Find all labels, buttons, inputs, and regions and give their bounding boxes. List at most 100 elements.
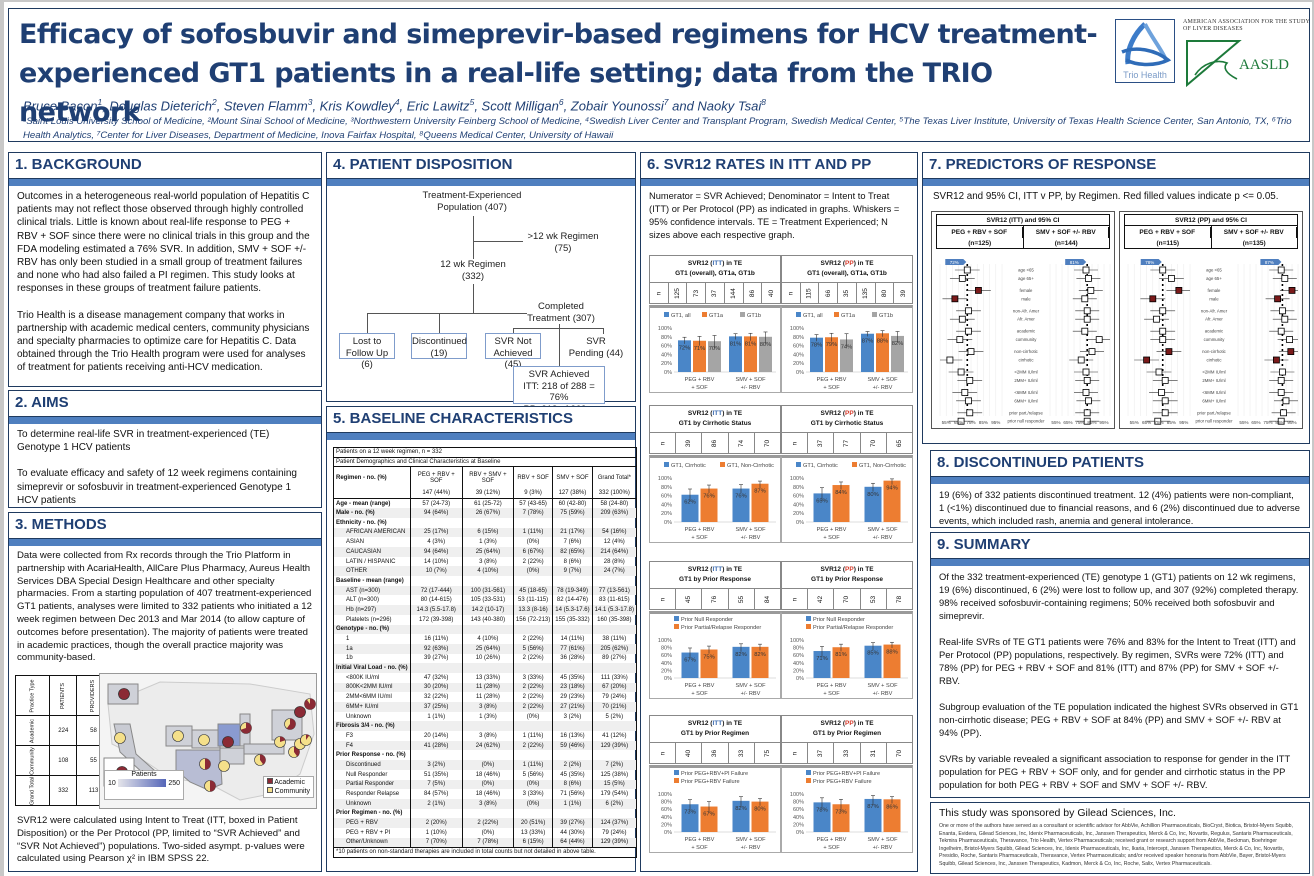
forest-chart: 72%55% 65% 75% 85% 95%81%55% 65% 75% 85% 95%age …	[939, 259, 1111, 425]
map-practice-pie	[118, 688, 130, 700]
predictor-label: 6MM+ IU/ml	[1202, 398, 1225, 403]
predictor-label: academic	[1017, 329, 1036, 334]
data-label: 82%	[892, 341, 904, 347]
cell-value: 57 (43-65)	[512, 498, 554, 509]
predictor-label: female	[1020, 288, 1034, 293]
category-label: PEG + RBV	[685, 377, 715, 383]
chart-plot-area: Prior Null Responder Prior Partial/Relaps…	[781, 611, 913, 699]
legend-swatch	[796, 312, 801, 317]
cell-value	[461, 576, 514, 586]
row-label: LATIN / HISPANIC	[333, 556, 411, 567]
n-value-text: 77	[843, 439, 851, 447]
cell-value: 3 (2%)	[409, 760, 463, 770]
table-footnote: *10 patients on non-standard therapies a…	[333, 846, 637, 858]
row-label: Ethnicity - no. (%)	[333, 517, 411, 528]
y-tick-label: 20%	[661, 511, 672, 517]
legend-academic: Academic	[274, 779, 305, 786]
n-value-text: 75	[763, 749, 771, 757]
discontinued-heading: 8. DISCONTINUED PATIENTS	[931, 451, 1309, 477]
cell-value	[512, 624, 554, 635]
cell-value: 82 (65%)	[552, 547, 593, 557]
y-tick-label: 40%	[661, 815, 672, 821]
cell-value: 2 (22%)	[512, 692, 554, 702]
n-value-text: 115	[806, 287, 814, 299]
row-label: AFRICAN AMERICAN	[333, 527, 411, 538]
legend-label: Prior Null Responder	[681, 617, 733, 623]
n-value: 39	[676, 433, 703, 453]
cell-text: Community	[29, 746, 36, 775]
table-caption-row-1: Patients on a 12 week regimen, n = 332	[333, 447, 637, 458]
academic-swatch	[266, 778, 273, 784]
bar	[729, 336, 742, 372]
legend-label: GT1, Cirrhotic	[803, 463, 838, 469]
point-estimate	[1159, 336, 1167, 343]
cell-value: 94 (64%)	[409, 547, 463, 557]
n-value-text: 78	[895, 595, 903, 603]
pie-academic	[260, 754, 266, 765]
cell-value: 1 (3%)	[461, 537, 514, 547]
row-label: Prior Response - no. (%)	[333, 750, 411, 761]
cell-value: 2 (22%)	[512, 556, 554, 567]
cell-value: 9 (7%)	[552, 566, 593, 577]
cell-value: 30 (20%)	[409, 682, 463, 693]
row-label: Null Responder	[333, 769, 411, 780]
overall-label: 72%	[950, 260, 959, 265]
cell-value	[512, 576, 554, 586]
x-tick-label: 85%	[979, 420, 988, 425]
cell-value: 155 (35-332)	[552, 614, 593, 625]
overall-label: 87%	[1265, 260, 1274, 265]
map-practice-pie	[274, 736, 286, 748]
n-size-row: n 42 70 53 78	[781, 588, 913, 610]
row-label: ASIAN	[333, 537, 411, 547]
bar	[700, 488, 718, 522]
y-tick-label: 40%	[793, 815, 804, 821]
header-text: Practice Type	[29, 678, 36, 713]
n-value: 86	[744, 283, 763, 303]
bar	[810, 337, 823, 372]
cell-value: (0%)	[512, 779, 554, 790]
legend-label: GT1, Cirrhotic	[671, 463, 706, 469]
practice-type: Community	[14, 745, 51, 776]
n-size-row: n 115 66 35 135 80 39	[781, 282, 913, 304]
heading-bar	[9, 539, 321, 546]
n-label-text: n	[659, 441, 667, 445]
practice-value: 108	[49, 745, 78, 776]
category-label: PEG + RBV	[817, 377, 847, 383]
category-label: +/- RBV	[741, 385, 761, 391]
n-value: 144	[725, 283, 744, 303]
cell-value: 10 (26%)	[461, 653, 514, 664]
author-name: Kris Kowdley	[319, 98, 395, 114]
point-estimate	[1077, 356, 1085, 364]
column-header: SMV + SOF	[552, 466, 593, 489]
author-name: Scott Milligan	[481, 98, 559, 114]
cell-value: 8 (6%)	[552, 556, 593, 567]
y-tick-label: 40%	[661, 502, 672, 508]
population-tag: ITT	[712, 260, 723, 267]
table-row: <800K IU/ml 47 (32%) 13 (33%) 3 (33%) 45 (35…	[333, 672, 638, 683]
cell-value: 214 (64%)	[591, 547, 638, 557]
y-tick-label: 80%	[793, 646, 804, 652]
row-label: Initial Viral Load - no. (%)	[333, 663, 411, 673]
map-practice-pie	[222, 736, 234, 748]
pie-academic	[306, 734, 310, 740]
chart-subtitle: GT1 by Prior Regimen	[812, 730, 882, 737]
predictor-label: prior null responder	[1007, 419, 1045, 424]
row-label: Platelets (n=296)	[333, 614, 411, 625]
n-value-text: 33	[737, 749, 745, 757]
data-label: 85%	[867, 651, 879, 657]
predictor-label: non-cirrhotic	[1202, 349, 1226, 354]
y-tick-label: 20%	[661, 668, 672, 674]
aims-panel: 2. AIMS To determine real-life SVR in tr…	[8, 390, 322, 508]
map-practice-pie	[114, 732, 126, 744]
n-value: 73	[687, 283, 707, 303]
author-affiliation-number: 2	[211, 97, 217, 107]
table-row: 1 16 (11%) 4 (10%) 2 (22%) 14 (11%) 38 (11%)	[333, 634, 638, 644]
table-row: LATIN / HISPANIC 14 (10%) 3 (8%) 2 (22%) 8 (…	[333, 556, 638, 567]
n-value-text: 144	[730, 287, 738, 299]
table-row: Unknown 1 (1%) 1 (3%) (0%) 3 (2%) 5 (2%)	[333, 711, 638, 722]
x-tick-label: 75%	[1154, 420, 1163, 425]
n-value: 36	[702, 743, 729, 763]
cell-value: 4 (10%)	[461, 566, 514, 577]
box-discontinued: Discontinued (19)	[411, 333, 467, 359]
row-label: Male - no. (%)	[333, 508, 411, 518]
